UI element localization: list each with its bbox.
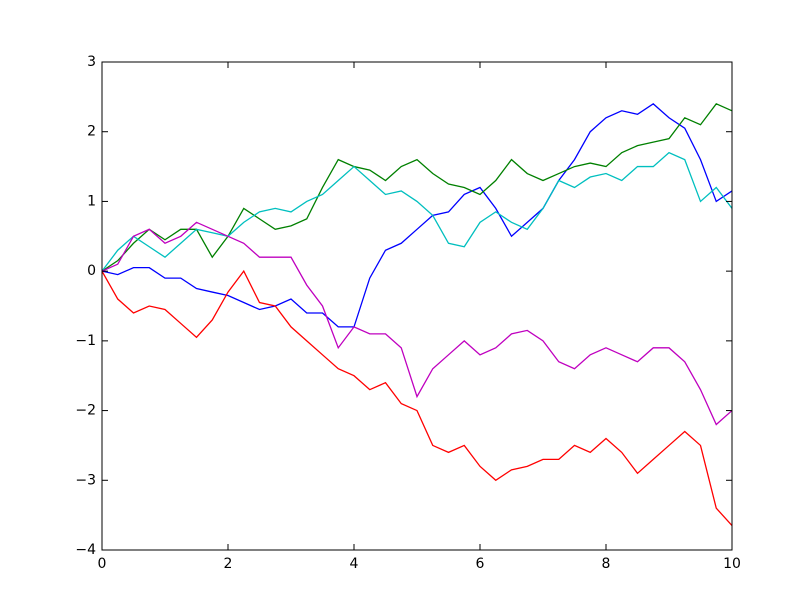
y-tick-label: −4	[75, 542, 96, 558]
y-tick-label: 2	[87, 124, 96, 140]
x-tick-label: 4	[350, 556, 359, 572]
y-tick-label: −3	[75, 472, 96, 488]
x-tick-label: 6	[476, 556, 485, 572]
x-tick-label: 2	[224, 556, 233, 572]
y-tick-label: 3	[87, 54, 96, 70]
y-tick-label: 1	[87, 193, 96, 209]
series-line	[101, 103, 733, 272]
series-line	[101, 269, 733, 527]
y-tick-label: −1	[75, 333, 96, 349]
x-tick-label: 0	[98, 556, 107, 572]
x-tick-label: 8	[602, 556, 611, 572]
series-line	[101, 103, 733, 328]
plot-frame	[101, 61, 733, 551]
y-tick-label: −2	[75, 403, 96, 419]
x-tick-label: 10	[723, 556, 741, 572]
series-line	[101, 151, 733, 272]
y-tick-label: 0	[87, 263, 96, 279]
series-line	[101, 221, 733, 426]
